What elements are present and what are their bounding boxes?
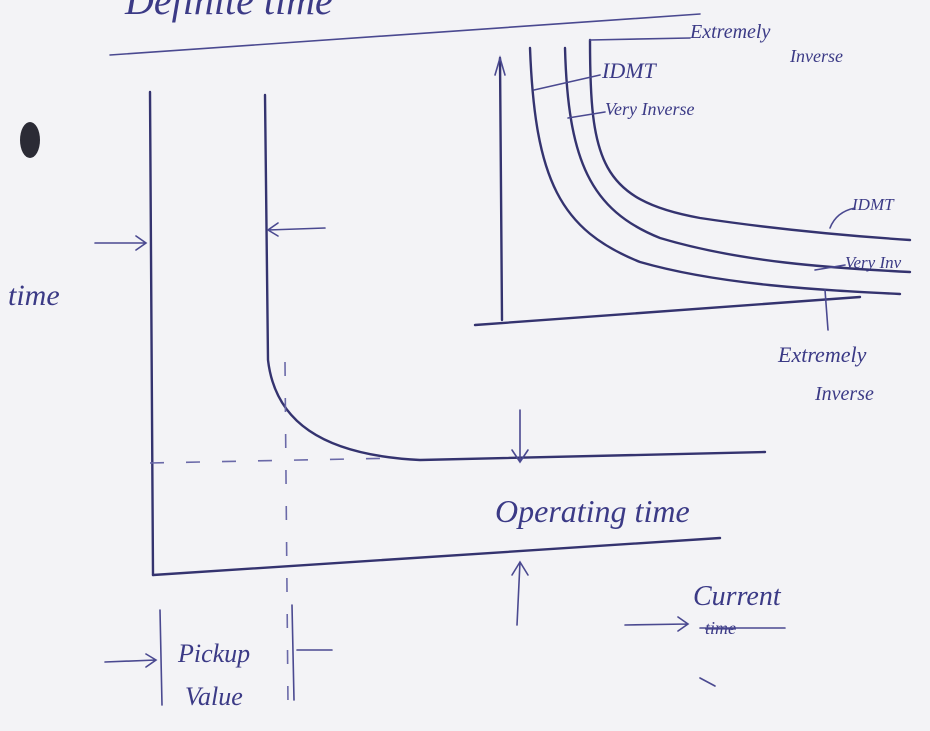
x-label: Current (693, 581, 782, 612)
inset-label: Very Inv (845, 253, 902, 272)
punch-hole (20, 122, 40, 158)
inset-label: Extremely (689, 21, 770, 43)
y-label: time (8, 279, 60, 312)
title: Definite time (124, 0, 333, 23)
inset-label: IDMT (851, 195, 895, 214)
inset-label: IDMT (601, 58, 658, 83)
sketch: Definite time time Operating time Pickup… (0, 0, 930, 731)
pickup-label: Pickup (177, 639, 250, 668)
inset-label: Inverse (814, 383, 874, 405)
inset-label: Extremely (777, 342, 867, 367)
pickup-label: Value (185, 682, 243, 711)
operating-time-label: Operating time (495, 493, 690, 529)
inset-label: Very Inverse (605, 99, 694, 119)
inset-label: Inverse (789, 46, 843, 66)
